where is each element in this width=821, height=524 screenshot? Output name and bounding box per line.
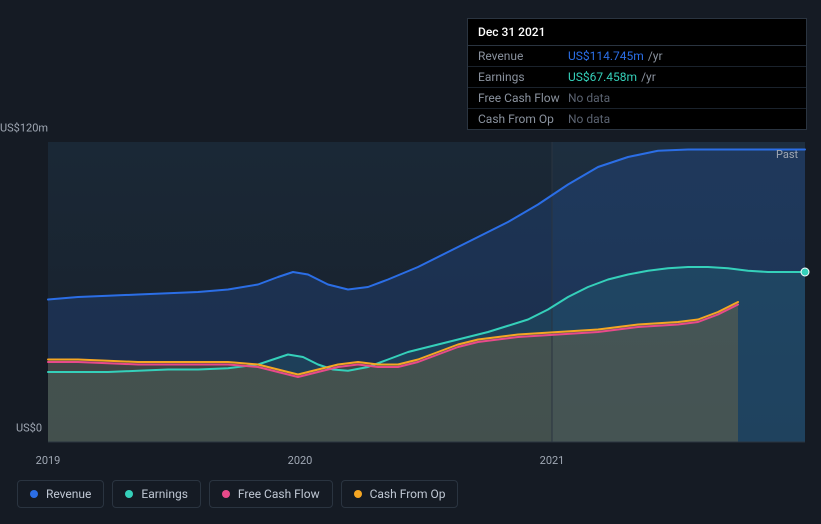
tooltip-row-value: US$114.745m	[568, 49, 644, 63]
tooltip-row: Free Cash FlowNo data	[468, 88, 806, 109]
tooltip-row: EarningsUS$67.458m/yr	[468, 67, 806, 88]
tooltip-row: Cash From OpNo data	[468, 109, 806, 129]
legend-dot-icon	[222, 490, 230, 498]
legend-dot-icon	[125, 490, 133, 498]
legend-item[interactable]: Cash From Op	[341, 480, 459, 508]
chart-legend: Revenue Earnings Free Cash Flow Cash From O…	[17, 480, 458, 508]
x-axis-tick: 2021	[540, 454, 565, 467]
legend-dot-icon	[30, 490, 38, 498]
legend-item[interactable]: Free Cash Flow	[209, 480, 333, 508]
tooltip-row-nodata: No data	[568, 91, 610, 105]
legend-item-label: Earnings	[141, 487, 188, 501]
legend-item[interactable]: Revenue	[17, 480, 104, 508]
tooltip-row-unit: /yr	[648, 49, 663, 63]
tooltip-row-label: Earnings	[478, 70, 568, 84]
legend-item-label: Free Cash Flow	[238, 487, 320, 501]
chart-tooltip: Dec 31 2021 RevenueUS$114.745m/yrEarning…	[467, 18, 807, 130]
tooltip-row-label: Cash From Op	[478, 112, 568, 126]
x-axis-tick: 2019	[36, 454, 61, 467]
legend-dot-icon	[354, 490, 362, 498]
x-axis-tick: 2020	[288, 454, 313, 467]
tooltip-row-unit: /yr	[641, 70, 656, 84]
legend-item-label: Revenue	[46, 487, 91, 501]
tooltip-row-nodata: No data	[568, 112, 610, 126]
legend-item-label: Cash From Op	[370, 487, 446, 501]
tooltip-row-label: Free Cash Flow	[478, 91, 568, 105]
past-label: Past	[776, 148, 798, 161]
tooltip-date: Dec 31 2021	[468, 19, 806, 46]
tooltip-row: RevenueUS$114.745m/yr	[468, 46, 806, 67]
tooltip-row-value: US$67.458m	[568, 70, 637, 84]
tooltip-row-label: Revenue	[478, 49, 568, 63]
legend-item[interactable]: Earnings	[112, 480, 201, 508]
